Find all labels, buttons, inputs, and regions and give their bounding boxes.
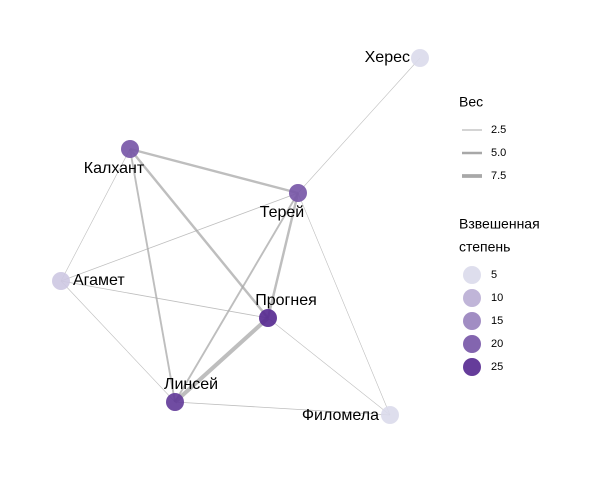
legend-key <box>463 335 481 353</box>
edge <box>60 280 269 319</box>
edge <box>60 280 176 403</box>
edge <box>266 192 300 319</box>
node <box>411 49 429 67</box>
edges <box>60 57 421 416</box>
edge <box>60 192 299 282</box>
legend-title: Вес <box>459 94 483 110</box>
edge <box>267 317 391 416</box>
node-label: Херес <box>365 49 410 66</box>
legend-key <box>463 266 481 284</box>
node-label: Линсей <box>164 376 218 393</box>
legend-label: 5 <box>491 269 497 281</box>
legend-label: 25 <box>491 361 503 373</box>
node-label: Филомела <box>302 407 379 424</box>
edge <box>129 147 299 195</box>
edge <box>297 192 391 416</box>
legend-label: 5.0 <box>491 147 506 159</box>
legend-key <box>463 289 481 307</box>
node-label: Терей <box>260 204 305 221</box>
edge <box>173 316 270 404</box>
legend-label: 2.5 <box>491 124 506 136</box>
legend-key <box>463 358 481 376</box>
legend-key <box>463 312 481 330</box>
edge <box>174 401 391 416</box>
legend-label: 7.5 <box>491 170 506 182</box>
node <box>121 140 139 158</box>
node <box>52 272 70 290</box>
node-label: Прогнея <box>255 292 317 309</box>
node-label: Калхант <box>84 160 145 177</box>
legend-title: Взвешенная <box>459 216 540 232</box>
node <box>166 393 184 411</box>
node <box>381 406 399 424</box>
legend-label: 15 <box>491 315 503 327</box>
legend-title: степень <box>459 239 510 255</box>
edge <box>129 148 269 319</box>
node-label: Агамет <box>73 272 125 289</box>
node <box>259 309 277 327</box>
edge <box>297 57 421 194</box>
edge <box>129 148 176 403</box>
legend-label: 20 <box>491 338 503 350</box>
node <box>289 184 307 202</box>
edge <box>60 148 131 282</box>
legend-label: 10 <box>491 292 503 304</box>
edge <box>174 192 299 403</box>
